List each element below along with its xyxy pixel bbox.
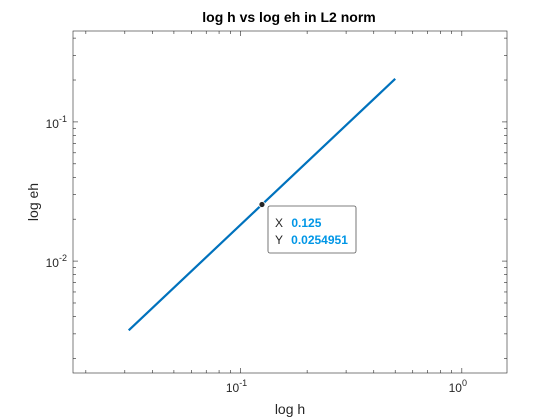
x-tick-exponent: 0 bbox=[462, 378, 467, 388]
y-tick-base: 10 bbox=[46, 117, 60, 131]
x-tick-label: 100 bbox=[449, 378, 467, 395]
y-tick-label: 10-2 bbox=[46, 253, 67, 270]
datatip-x-label: X bbox=[275, 216, 283, 230]
x-axis-label: log h bbox=[275, 401, 305, 417]
tick-marks bbox=[73, 31, 507, 373]
datatip-y-row: Y 0.0254951 bbox=[275, 233, 348, 247]
y-tick-exponent: -2 bbox=[59, 253, 67, 263]
x-tick-base: 10 bbox=[449, 381, 463, 395]
datatip-box bbox=[267, 205, 357, 254]
y-tick-base: 10 bbox=[46, 256, 60, 270]
x-tick-exponent: -1 bbox=[239, 378, 247, 388]
datatip-y-label: Y bbox=[275, 233, 283, 247]
datatip-x-value: 0.125 bbox=[291, 216, 321, 230]
y-tick-label: 10-1 bbox=[46, 114, 67, 131]
datatip[interactable]: X 0.125 Y 0.0254951 bbox=[258, 201, 357, 254]
x-tick-label: 10-1 bbox=[226, 378, 247, 395]
y-tick-exponent: -1 bbox=[59, 114, 67, 124]
datatip-marker[interactable] bbox=[258, 201, 266, 208]
datatip-y-value: 0.0254951 bbox=[291, 233, 348, 247]
datatip-x-row: X 0.125 bbox=[275, 216, 322, 230]
chart-title: log h vs log eh in L2 norm bbox=[202, 9, 375, 25]
x-tick-base: 10 bbox=[226, 381, 240, 395]
y-axis-label: log eh bbox=[25, 183, 41, 221]
